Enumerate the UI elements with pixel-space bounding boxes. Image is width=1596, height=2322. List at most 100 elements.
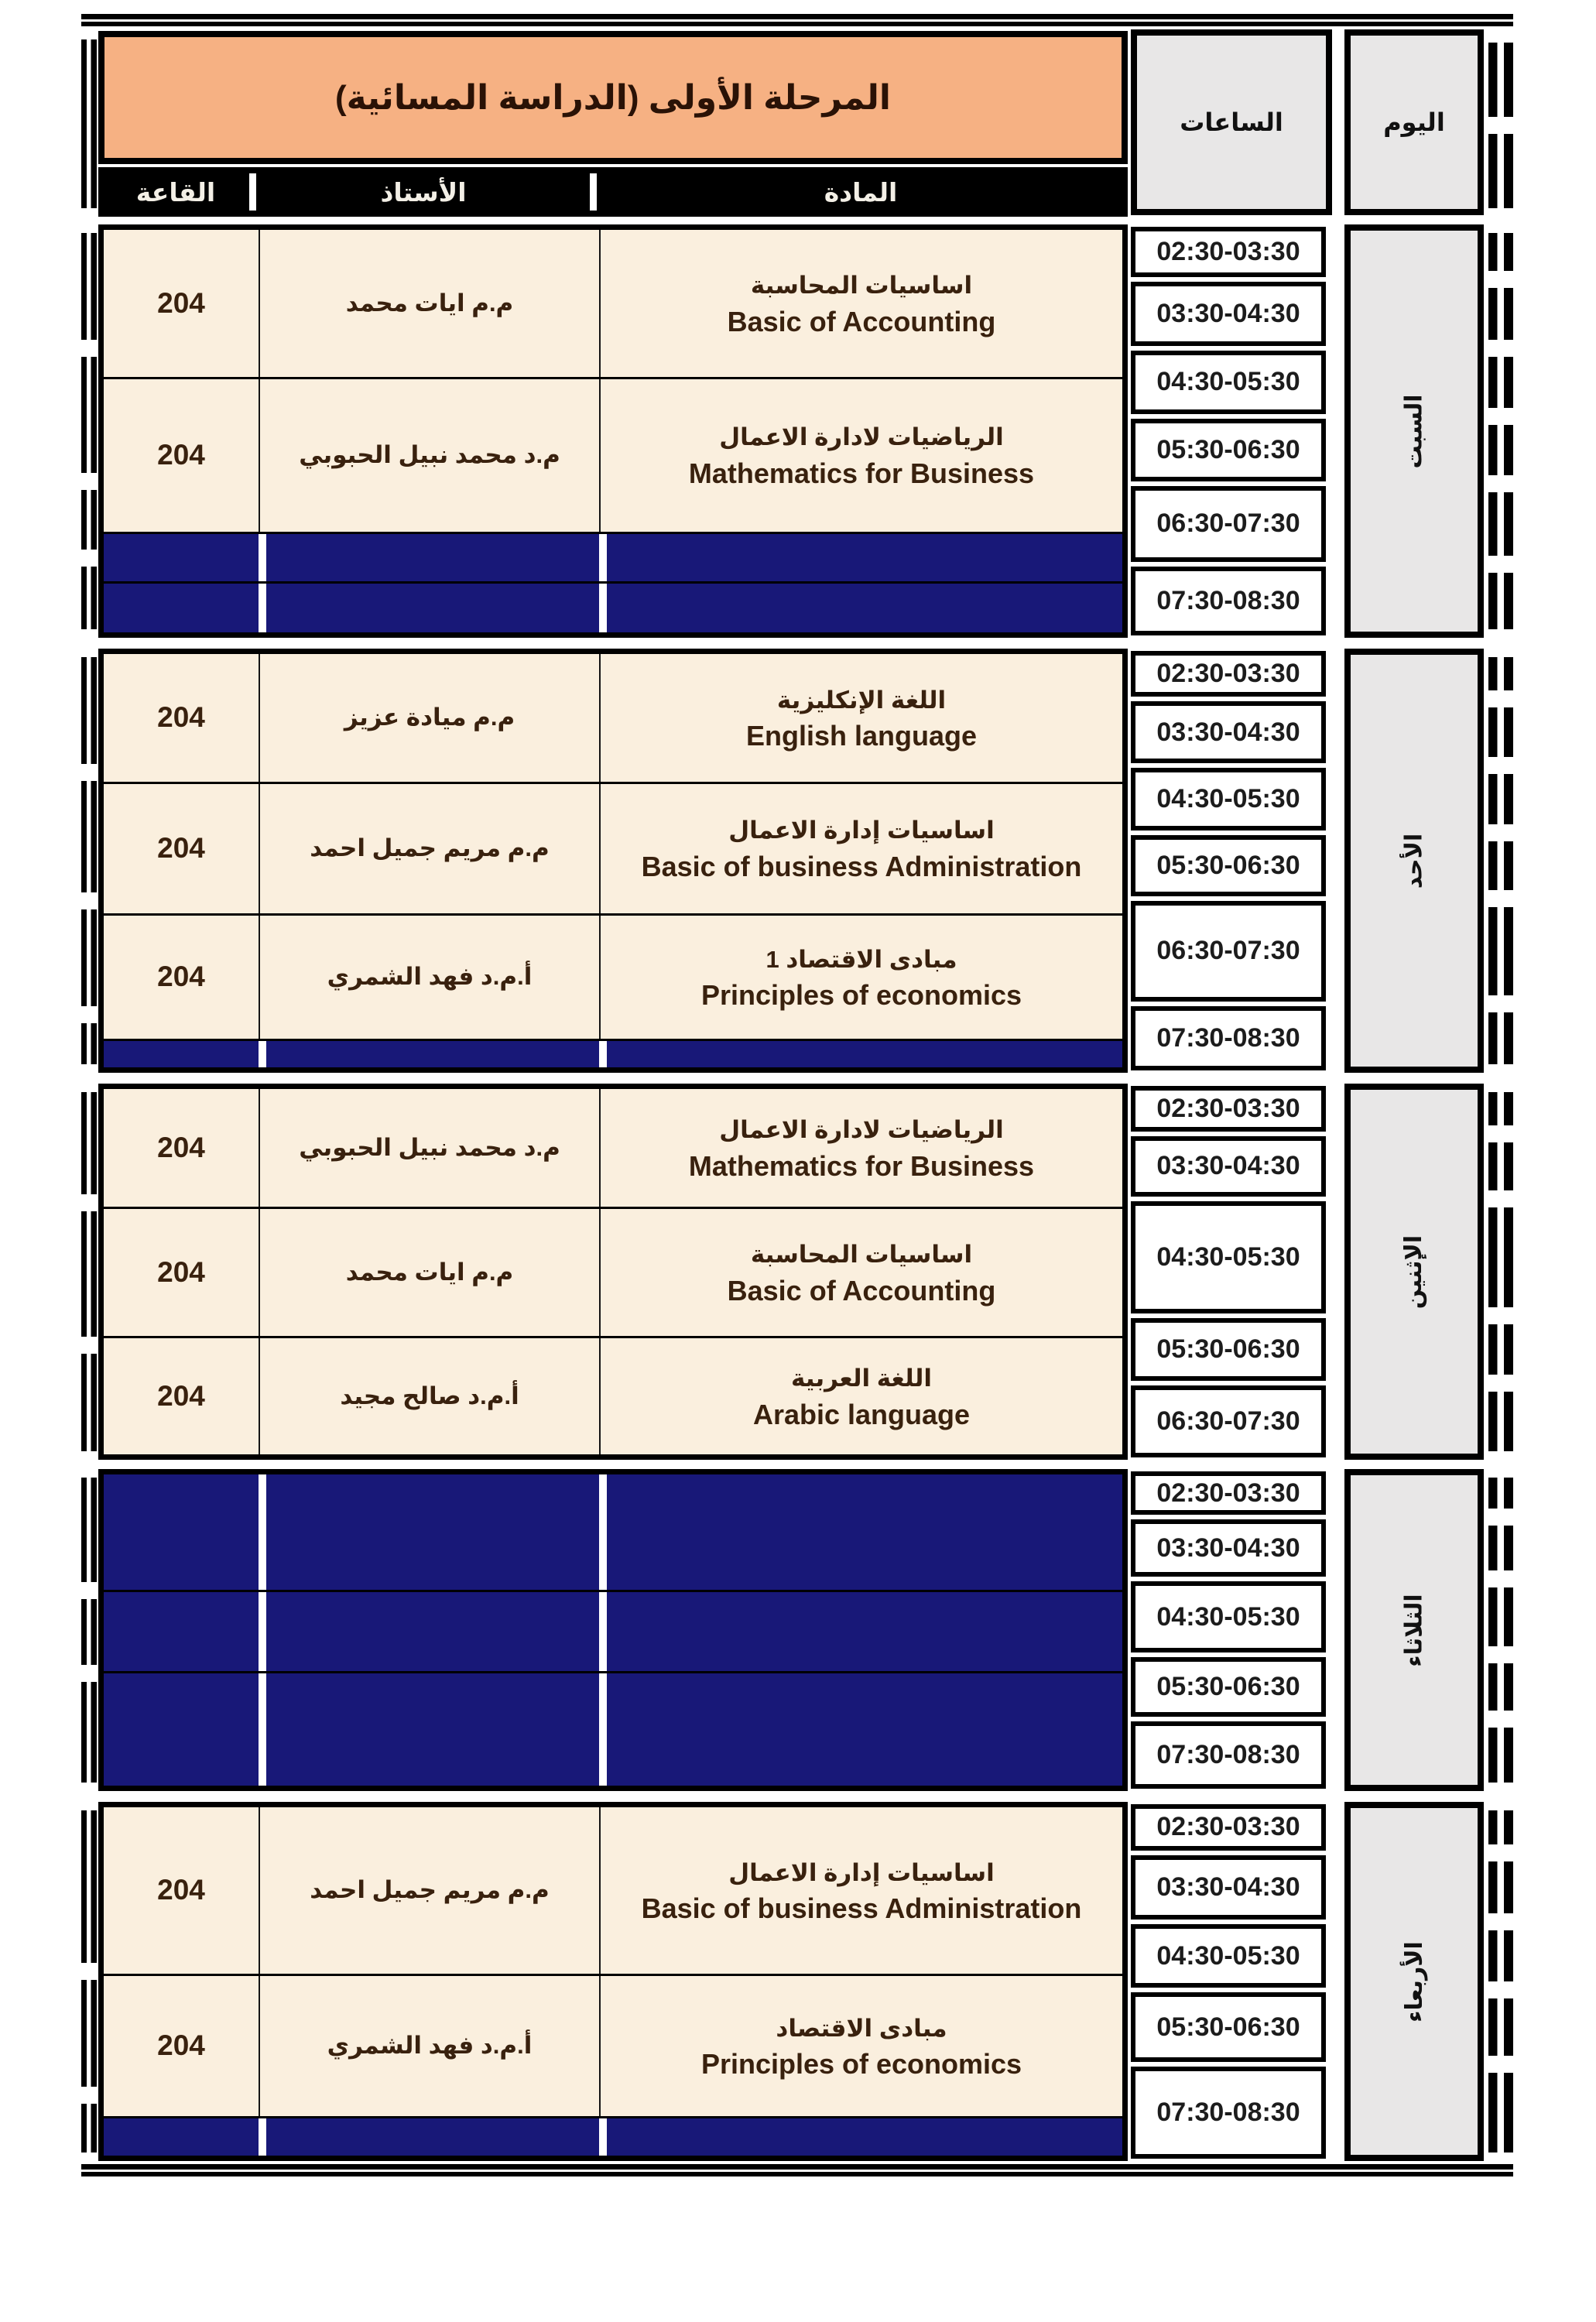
teacher-name: م.د محمد نبيل الحبوبي	[299, 1134, 560, 1162]
border-dash-segment	[81, 1084, 97, 1203]
subject-header-text: المادة	[824, 177, 898, 207]
time-cell: 07:30-08:30	[1131, 2066, 1326, 2159]
time-slot: 03:30-04:30	[1131, 699, 1326, 766]
right-border-dashes	[1488, 34, 1513, 217]
border-dash	[1488, 707, 1513, 758]
day-block-4: 02:30-03:30 03:30-04:30 04:30-05:30 05:30-0…	[81, 1469, 1513, 1791]
lesson-row: 204 أ.م.د صالح مجيد اللغة العربية Arabic la…	[104, 1336, 1122, 1454]
time-slot: 04:30-05:30	[1131, 765, 1326, 833]
lessons-block: 204 م.م ايات محمد اساسيات المحاسبة Basic of…	[98, 224, 1128, 638]
border-dash	[81, 2103, 97, 2152]
border-dash	[1488, 491, 1513, 556]
lesson-row: 204 أ.م.د فهد الشمري مبادى الاقتصاد 1 Princ…	[104, 913, 1122, 1039]
time-cell: 04:30-05:30	[1131, 350, 1326, 415]
lessons-block: 204 م.م مريم جميل احمد اساسيات إدارة الاعم…	[98, 1802, 1128, 2161]
subject-name-english: Basic of business Administration	[641, 1892, 1082, 1925]
border-dash-segment	[1488, 699, 1513, 766]
teacher-cell: م.د محمد نبيل الحبوبي	[259, 1089, 599, 1207]
lesson-row: 204 أ.م.د فهد الشمري مبادى الاقتصاد Princip…	[104, 1973, 1122, 2117]
subject-name-arabic: الرياضيات لادارة الاعمال	[719, 1116, 1004, 1144]
time-slot: 02:30-03:30	[1131, 224, 1326, 279]
border-dash-segment	[1488, 484, 1513, 564]
empty-subject-cell	[599, 2118, 1122, 2156]
subject-name-arabic: اساسيات المحاسبة	[750, 272, 973, 300]
time-slot: 02:30-03:30	[1131, 1084, 1326, 1134]
empty-room-cell	[104, 1040, 259, 1068]
day-block-2: 204 م.م ميادة عزيز اللغة الإنكليزية English…	[81, 649, 1513, 1073]
subject-name-arabic: اساسيات المحاسبة	[750, 1241, 973, 1269]
empty-room-cell	[104, 583, 259, 632]
empty-room-cell	[104, 2118, 259, 2156]
border-dash-segment	[1488, 1383, 1513, 1460]
border-dash-segment	[81, 224, 97, 348]
border-dash	[1488, 657, 1513, 690]
time-slot: 04:30-05:30	[1131, 348, 1326, 417]
border-dash-segment	[1488, 1084, 1513, 1134]
subject-name-english: Basic of business Administration	[641, 850, 1082, 882]
teacher-cell: أ.م.د صالح مجيد	[259, 1338, 599, 1454]
subject-name-english: Principles of economics	[700, 2048, 1022, 2081]
day-name-cell: الأحد	[1344, 649, 1484, 1073]
border-dash-segment	[81, 31, 97, 217]
subject-name-english: Basic of Accounting	[727, 1274, 996, 1307]
empty-teacher-cell	[259, 1592, 599, 1672]
empty-room-cell	[104, 1592, 259, 1672]
time-slot: 02:30-03:30	[1131, 649, 1326, 699]
border-dash	[81, 1211, 97, 1337]
teacher-cell: م.د محمد نبيل الحبوبي	[259, 378, 599, 532]
time-slot: 07:30-08:30	[1131, 1004, 1326, 1073]
room-cell: 204	[104, 1975, 259, 2117]
empty-row	[104, 1671, 1122, 1786]
right-border-dashes	[1488, 1084, 1513, 1460]
teacher-name: م.م مريم جميل احمد	[310, 1876, 550, 1904]
border-dash	[1488, 907, 1513, 995]
border-dash	[1488, 134, 1513, 208]
border-dash	[1488, 1324, 1513, 1375]
border-dash-segment	[81, 1591, 97, 1673]
room-number: 204	[157, 701, 205, 734]
subject-name-english: Arabic language	[752, 1398, 971, 1430]
room-cell: 204	[104, 1209, 259, 1337]
time-cell: 05:30-06:30	[1131, 1657, 1326, 1717]
border-dash-segment	[81, 1971, 97, 2095]
subject-cell: اساسيات المحاسبة Basic of Accounting	[599, 1209, 1122, 1337]
time-cell: 07:30-08:30	[1131, 566, 1326, 635]
room-cell: 204	[104, 783, 259, 913]
subject-name-arabic: اساسيات إدارة الاعمال	[728, 817, 995, 844]
border-dash-segment	[81, 1469, 97, 1591]
time-slot: 03:30-04:30	[1131, 1853, 1326, 1922]
border-dash	[81, 39, 97, 208]
day-block-3: 204 م.د محمد نبيل الحبوبي الرياضيات لادارة…	[81, 1084, 1513, 1460]
border-dash-segment	[1488, 416, 1513, 483]
time-slot: 05:30-06:30	[1131, 1990, 1326, 2064]
right-border-dashes	[1488, 649, 1513, 1073]
time-cell: 02:30-03:30	[1131, 1804, 1326, 1851]
time-cell: 06:30-07:30	[1131, 901, 1326, 1002]
day-name-label: الأحد	[1401, 833, 1427, 889]
lessons-block: 204 م.د محمد نبيل الحبوبي الرياضيات لادارة…	[98, 1084, 1128, 1460]
border-dash-segment	[81, 1673, 97, 1791]
left-border-dashes	[81, 649, 97, 1073]
lesson-row: 204 م.م ايات محمد اساسيات المحاسبة Basic of…	[104, 230, 1122, 377]
border-dash	[1488, 1012, 1513, 1065]
border-dash	[1488, 1930, 1513, 1982]
teacher-cell: م.م مريم جميل احمد	[259, 1807, 599, 1974]
border-dash	[81, 909, 97, 1007]
left-border-dashes	[81, 1802, 97, 2161]
border-dash-segment	[81, 649, 97, 772]
time-slot: 03:30-04:30	[1131, 1517, 1326, 1579]
teacher-name: م.م ايات محمد	[345, 1259, 514, 1286]
border-dash-segment	[1488, 125, 1513, 217]
border-dash-segment	[1488, 2064, 1513, 2161]
border-dash-segment	[1488, 765, 1513, 833]
lesson-row: 204 م.م مريم جميل احمد اساسيات إدارة الاعم…	[104, 1807, 1122, 1974]
teacher-name: م.م ايات محمد	[345, 289, 514, 317]
border-dash	[1488, 1478, 1513, 1509]
border-dash-segment	[1488, 224, 1513, 279]
left-border-dashes	[81, 31, 97, 217]
empty-room-cell	[104, 1673, 259, 1786]
room-number: 204	[157, 1380, 205, 1413]
time-slot: 06:30-07:30	[1131, 899, 1326, 1004]
time-cell: 03:30-04:30	[1131, 1135, 1326, 1197]
time-cell: 03:30-04:30	[1131, 281, 1326, 346]
